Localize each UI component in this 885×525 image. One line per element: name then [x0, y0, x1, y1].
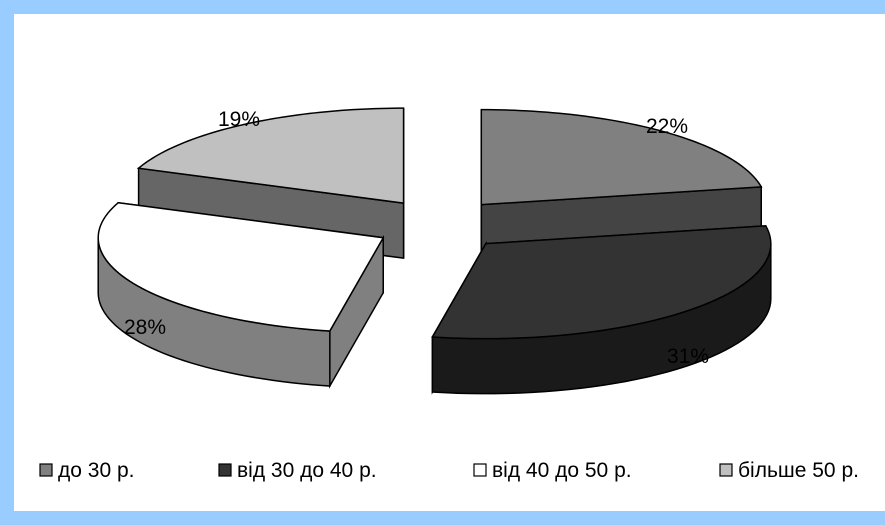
slice-top-0	[480, 108, 763, 206]
legend-swatch-2	[473, 463, 487, 477]
legend-item-0: до 30 р.	[39, 459, 134, 482]
legend-swatch-3	[719, 463, 733, 477]
legend-item-2: від 40 до 50 р.	[473, 459, 632, 482]
legend-label-0: до 30 р.	[58, 459, 134, 482]
legend-item-1: від 30 до 40 р.	[218, 459, 377, 482]
data-label-3: 19%	[218, 108, 260, 131]
data-label-0: 22%	[646, 115, 688, 138]
data-label-1: 31%	[667, 345, 709, 368]
legend-label-1: від 30 до 40 р.	[237, 459, 377, 482]
legend: до 30 р. від 30 до 40 р. від 40 до 50 р.…	[39, 459, 859, 482]
legend-label-3: більше 50 р.	[738, 459, 859, 482]
legend-item-3: більше 50 р.	[719, 459, 859, 482]
slice-top-2	[97, 201, 385, 332]
legend-swatch-1	[218, 463, 232, 477]
slice-top-1	[431, 225, 772, 340]
data-label-2: 28%	[124, 316, 166, 339]
slice-top-3	[136, 107, 405, 205]
pie-slice-2	[97, 201, 385, 389]
legend-label-2: від 40 до 50 р.	[492, 459, 632, 482]
pie-slices	[97, 107, 772, 395]
legend-swatch-0	[39, 463, 53, 477]
pie-slice-1	[431, 225, 772, 395]
